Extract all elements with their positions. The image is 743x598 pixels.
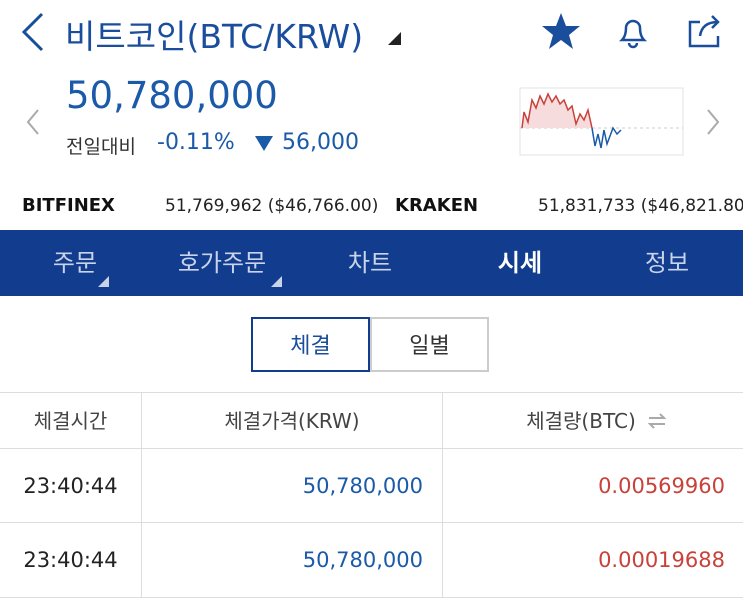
trade-time: 23:40:44 — [23, 474, 118, 498]
tab[interactable]: 시세 — [497, 249, 543, 277]
exchange-name: BITFINEX — [22, 195, 115, 216]
column-header: 체결가격(KRW) — [224, 409, 360, 433]
column-header[interactable]: 체결량(BTC) — [526, 409, 636, 433]
sparkline-down — [591, 126, 622, 149]
swap-icon[interactable] — [646, 410, 668, 432]
segment-button[interactable]: 체결 — [251, 317, 370, 372]
trade-time: 23:40:44 — [23, 548, 118, 572]
trade-volume: 0.00569960 — [598, 474, 725, 498]
exchange-name: KRAKEN — [395, 195, 479, 216]
price: 50,780,000 — [66, 74, 278, 117]
table-border — [0, 448, 743, 449]
change-amount: 56,000 — [282, 130, 359, 155]
tab[interactable]: 주문 — [52, 249, 98, 277]
title[interactable]: 비트코인(BTC/KRW) — [65, 17, 364, 56]
segment-button[interactable]: 일별 — [370, 317, 489, 372]
back-icon[interactable] — [21, 12, 44, 52]
star-icon[interactable] — [542, 13, 580, 49]
table-border — [442, 392, 443, 598]
icons — [21, 12, 720, 156]
table-border — [0, 392, 743, 393]
sparkline-up — [521, 92, 593, 129]
table-border — [141, 392, 142, 598]
tab[interactable]: 호가주문 — [177, 249, 267, 277]
prev-icon[interactable] — [26, 109, 39, 135]
trade-price: 50,780,000 — [302, 548, 423, 572]
tab[interactable]: 정보 — [644, 249, 690, 277]
dropdown-icon[interactable] — [388, 32, 401, 45]
submenu-marker — [271, 276, 282, 287]
next-icon[interactable] — [707, 109, 720, 135]
trade-volume: 0.00019688 — [598, 548, 725, 572]
bell-icon[interactable] — [618, 19, 648, 49]
change-percent: -0.11% — [157, 130, 235, 155]
exchange-value: 51,831,733 ($46,821.80) — [538, 196, 743, 216]
share-icon[interactable] — [688, 15, 720, 48]
table-border — [0, 522, 743, 523]
exchange-value: 51,769,962 ($46,766.00) — [165, 196, 379, 216]
tab-bar — [0, 230, 743, 296]
column-header: 체결시간 — [33, 409, 108, 433]
change-label: 전일대비 — [66, 136, 136, 158]
tab-markers — [98, 276, 282, 287]
down-arrow — [255, 136, 273, 151]
trade-price: 50,780,000 — [302, 474, 423, 498]
tab[interactable]: 차트 — [347, 249, 393, 277]
submenu-marker — [98, 276, 109, 287]
